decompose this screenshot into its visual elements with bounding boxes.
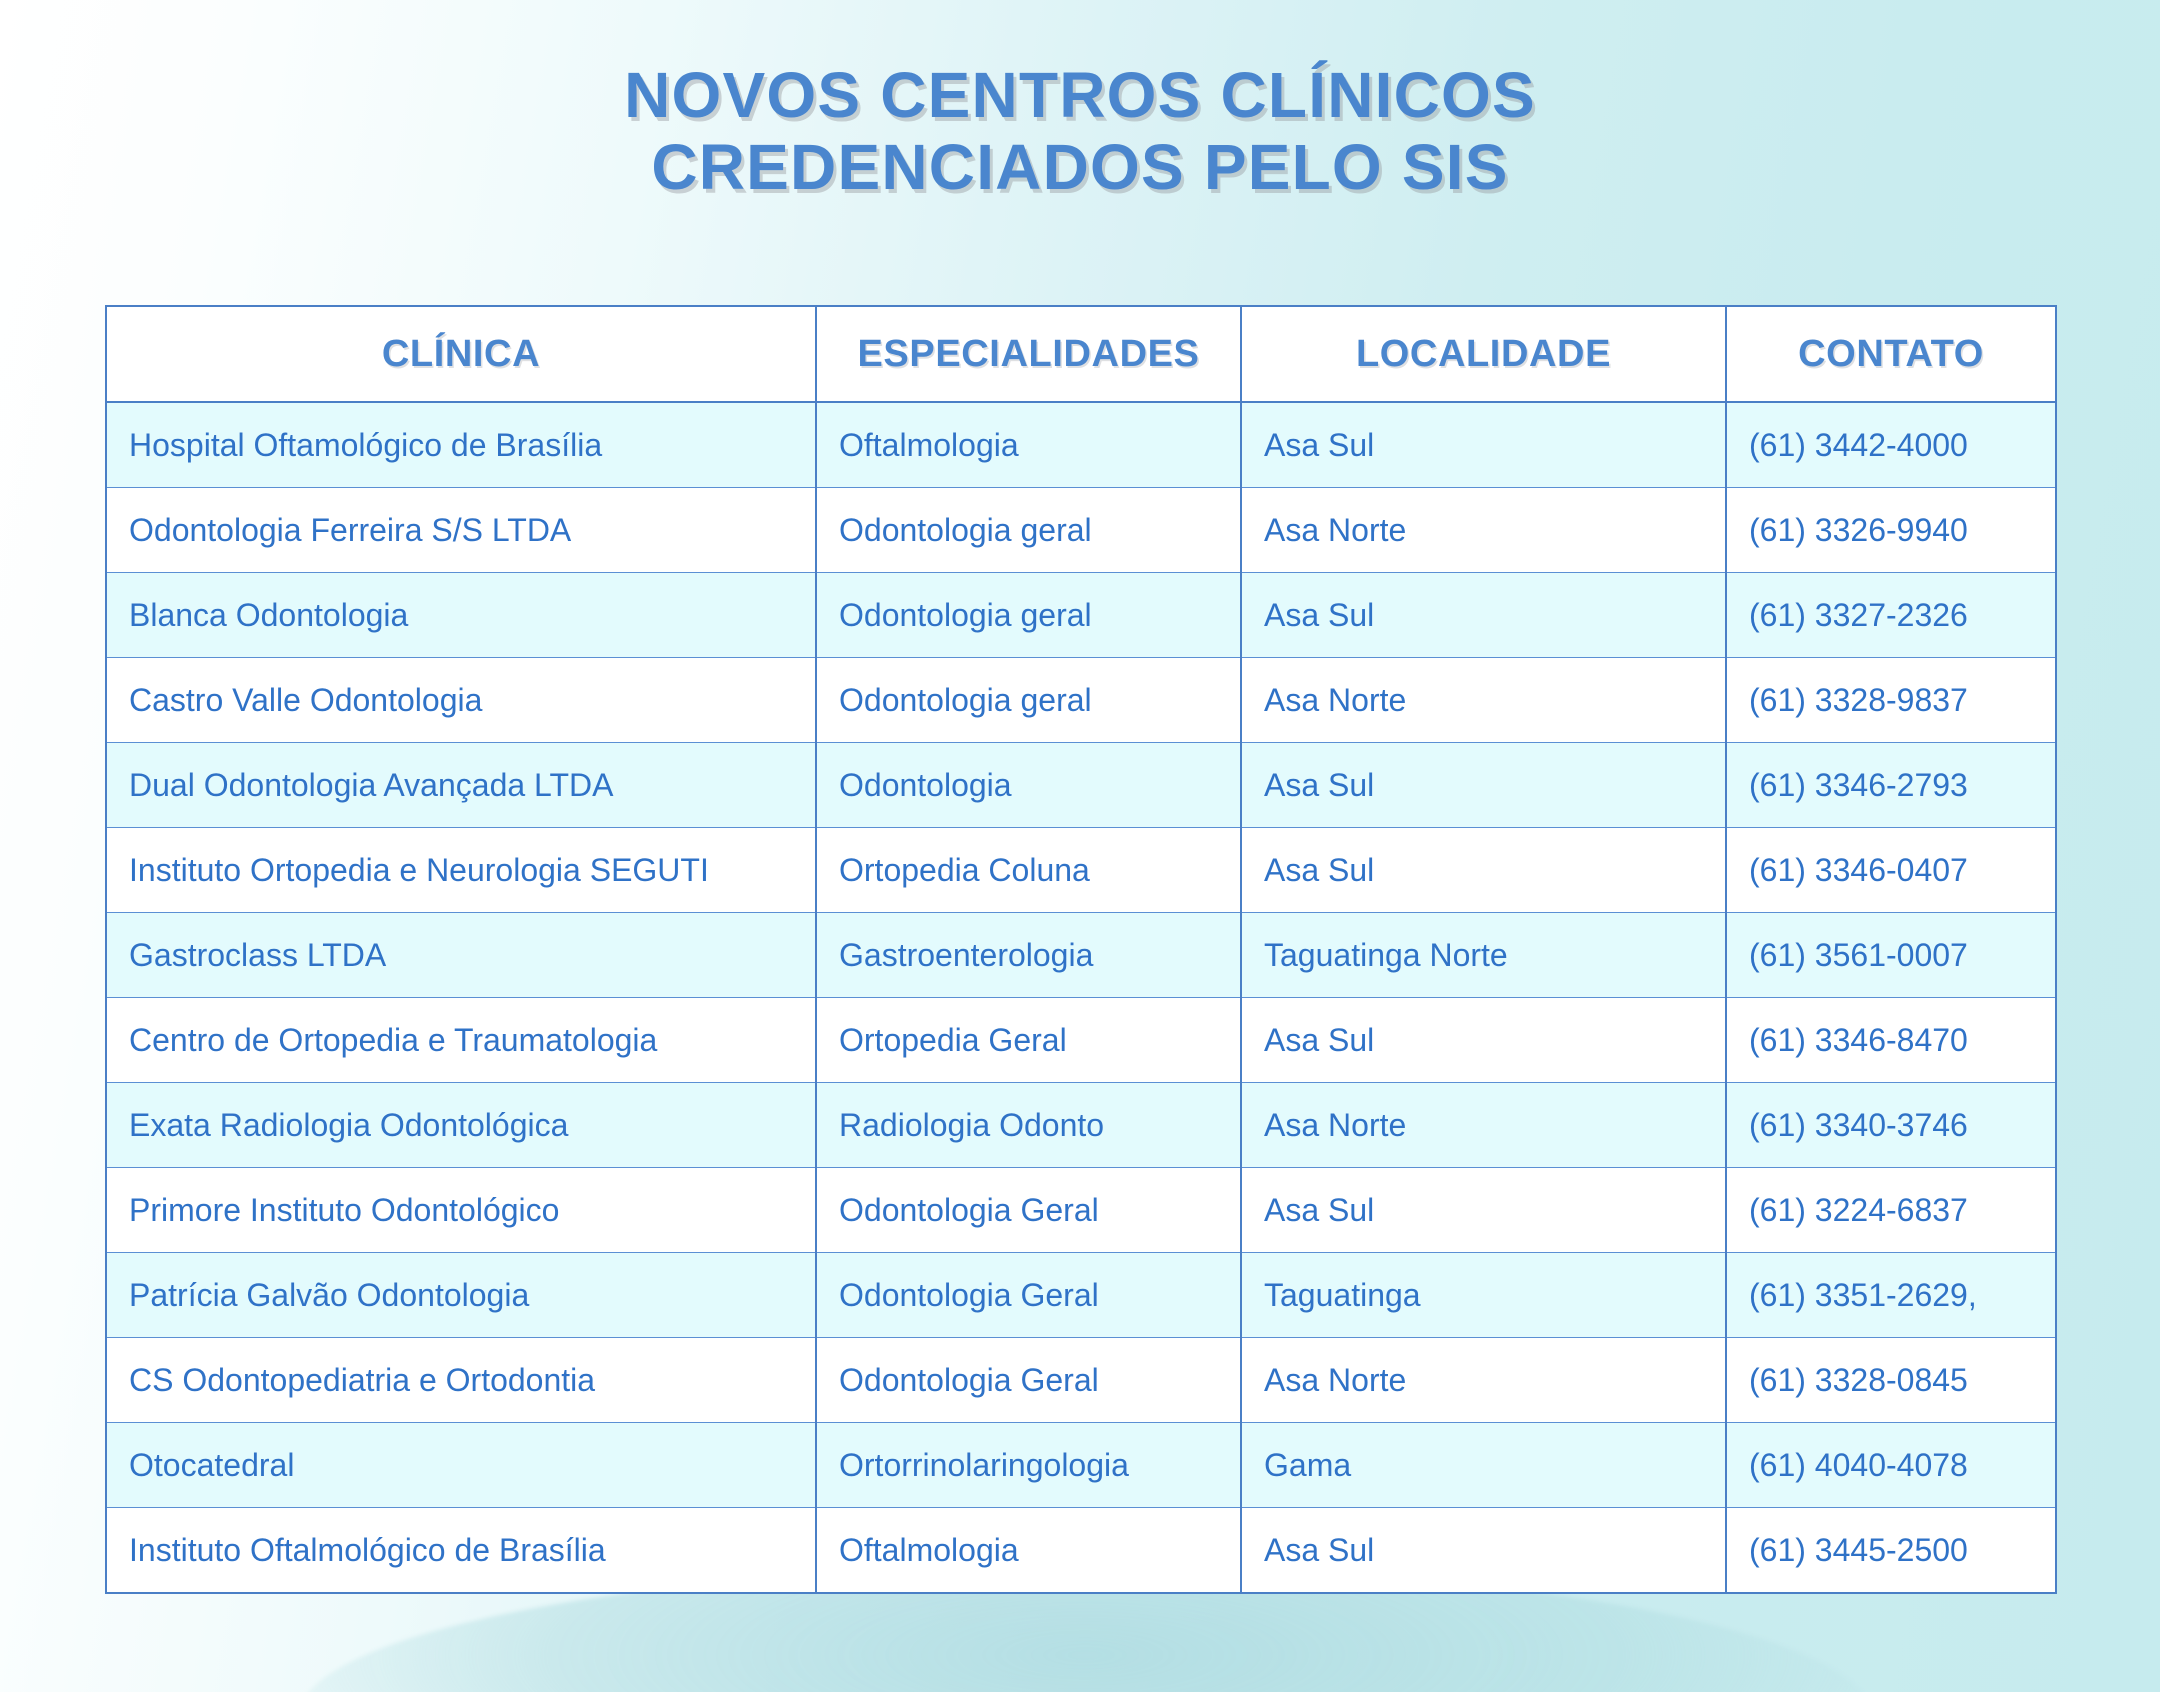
cell-clinica: Exata Radiologia Odontológica bbox=[106, 1082, 817, 1168]
cell-localidade: Asa Norte bbox=[1241, 487, 1727, 573]
column-header-especialidades: ESPECIALIDADES bbox=[816, 306, 1242, 403]
cell-contato: (61) 3346-8470 bbox=[1726, 997, 2056, 1083]
cell-especialidades: Ortopedia Coluna bbox=[816, 827, 1242, 913]
cell-localidade: Asa Sul bbox=[1241, 402, 1727, 488]
table-row: CS Odontopediatria e Ortodontia Odontolog… bbox=[106, 1337, 2056, 1423]
cell-contato: (61) 3346-0407 bbox=[1726, 827, 2056, 913]
cell-clinica: Instituto Oftalmológico de Brasília bbox=[106, 1507, 817, 1593]
cell-localidade: Asa Sul bbox=[1241, 742, 1727, 828]
cell-contato: (61) 3445-2500 bbox=[1726, 1507, 2056, 1593]
cell-especialidades: Odontologia geral bbox=[816, 572, 1242, 658]
cell-clinica: Patrícia Galvão Odontologia bbox=[106, 1252, 817, 1338]
cell-contato: (61) 3442-4000 bbox=[1726, 402, 2056, 488]
cell-clinica: Dual Odontologia Avançada LTDA bbox=[106, 742, 817, 828]
cell-especialidades: Odontologia geral bbox=[816, 657, 1242, 743]
cell-contato: (61) 3224-6837 bbox=[1726, 1167, 2056, 1253]
table-row: Centro de Ortopedia e Traumatologia Ortop… bbox=[106, 997, 2056, 1083]
table-row: Dual Odontologia Avançada LTDA Odontologi… bbox=[106, 742, 2056, 828]
cell-clinica: Instituto Ortopedia e Neurologia SEGUTI bbox=[106, 827, 817, 913]
cell-contato: (61) 3351-2629, bbox=[1726, 1252, 2056, 1338]
cell-localidade: Asa Sul bbox=[1241, 1167, 1727, 1253]
cell-clinica: Odontologia Ferreira S/S LTDA bbox=[106, 487, 817, 573]
cell-especialidades: Odontologia Geral bbox=[816, 1337, 1242, 1423]
cell-clinica: Castro Valle Odontologia bbox=[106, 657, 817, 743]
cell-especialidades: Ortopedia Geral bbox=[816, 997, 1242, 1083]
cell-especialidades: Odontologia bbox=[816, 742, 1242, 828]
title-line-2: CREDENCIADOS PELO SIS bbox=[651, 130, 1509, 203]
cell-localidade: Asa Sul bbox=[1241, 997, 1727, 1083]
table-row: Hospital Oftamológico de Brasília Oftalmo… bbox=[106, 402, 2056, 488]
cell-localidade: Asa Norte bbox=[1241, 1337, 1727, 1423]
cell-clinica: Gastroclass LTDA bbox=[106, 912, 817, 998]
table-row: Otocatedral Ortorrinolaringologia Gama (61)… bbox=[106, 1422, 2056, 1508]
cell-clinica: Hospital Oftamológico de Brasília bbox=[106, 402, 817, 488]
cell-clinica: Primore Instituto Odontológico bbox=[106, 1167, 817, 1253]
clinics-table: CLÍNICA ESPECIALIDADES LOCALIDADE CONTAT… bbox=[105, 305, 2057, 1594]
table-row: Instituto Ortopedia e Neurologia SEGUTI O… bbox=[106, 827, 2056, 913]
cell-especialidades: Odontologia Geral bbox=[816, 1167, 1242, 1253]
cell-localidade: Asa Sul bbox=[1241, 1507, 1727, 1593]
cell-contato: (61) 3346-2793 bbox=[1726, 742, 2056, 828]
cell-localidade: Taguatinga bbox=[1241, 1252, 1727, 1338]
cell-especialidades: Radiologia Odonto bbox=[816, 1082, 1242, 1168]
cell-especialidades: Oftalmologia bbox=[816, 1507, 1242, 1593]
clinics-table-container: CLÍNICA ESPECIALIDADES LOCALIDADE CONTAT… bbox=[105, 305, 2057, 1594]
cell-contato: (61) 3328-9837 bbox=[1726, 657, 2056, 743]
cell-localidade: Taguatinga Norte bbox=[1241, 912, 1727, 998]
table-header: CLÍNICA ESPECIALIDADES LOCALIDADE CONTAT… bbox=[106, 306, 2056, 403]
table-header-row: CLÍNICA ESPECIALIDADES LOCALIDADE CONTAT… bbox=[106, 306, 2056, 403]
cell-especialidades: Oftalmologia bbox=[816, 402, 1242, 488]
table-row: Castro Valle Odontologia Odontologia gera… bbox=[106, 657, 2056, 743]
cell-clinica: CS Odontopediatria e Ortodontia bbox=[106, 1337, 817, 1423]
cell-localidade: Asa Norte bbox=[1241, 657, 1727, 743]
cell-contato: (61) 3327-2326 bbox=[1726, 572, 2056, 658]
table-row: Exata Radiologia Odontológica Radiologia … bbox=[106, 1082, 2056, 1168]
table-row: Patrícia Galvão Odontologia Odontologia G… bbox=[106, 1252, 2056, 1338]
cell-clinica: Centro de Ortopedia e Traumatologia bbox=[106, 997, 817, 1083]
table-row: Blanca Odontologia Odontologia geral Asa S… bbox=[106, 572, 2056, 658]
table-row: Odontologia Ferreira S/S LTDA Odontologia… bbox=[106, 487, 2056, 573]
cell-contato: (61) 3328-0845 bbox=[1726, 1337, 2056, 1423]
cell-localidade: Asa Sul bbox=[1241, 827, 1727, 913]
cell-especialidades: Gastroenterologia bbox=[816, 912, 1242, 998]
page-title: NOVOS CENTROS CLÍNICOS CREDENCIADOS PELO… bbox=[0, 59, 2160, 203]
cell-especialidades: Odontologia Geral bbox=[816, 1252, 1242, 1338]
cell-contato: (61) 4040-4078 bbox=[1726, 1422, 2056, 1508]
column-header-clinica: CLÍNICA bbox=[106, 306, 817, 403]
cell-especialidades: Ortorrinolaringologia bbox=[816, 1422, 1242, 1508]
cell-clinica: Blanca Odontologia bbox=[106, 572, 817, 658]
table-row: Instituto Oftalmológico de Brasília Oftal… bbox=[106, 1507, 2056, 1593]
column-header-contato: CONTATO bbox=[1726, 306, 2056, 403]
cell-localidade: Gama bbox=[1241, 1422, 1727, 1508]
cell-localidade: Asa Sul bbox=[1241, 572, 1727, 658]
cell-contato: (61) 3561-0007 bbox=[1726, 912, 2056, 998]
title-line-1: NOVOS CENTROS CLÍNICOS bbox=[624, 59, 1536, 131]
table-body: Hospital Oftamológico de Brasília Oftalmo… bbox=[106, 402, 2056, 1593]
table-row: Gastroclass LTDA Gastroenterologia Taguati… bbox=[106, 912, 2056, 998]
table-row: Primore Instituto Odontológico Odontologi… bbox=[106, 1167, 2056, 1253]
cell-contato: (61) 3340-3746 bbox=[1726, 1082, 2056, 1168]
cell-especialidades: Odontologia geral bbox=[816, 487, 1242, 573]
cell-localidade: Asa Norte bbox=[1241, 1082, 1727, 1168]
column-header-localidade: LOCALIDADE bbox=[1241, 306, 1727, 403]
cell-clinica: Otocatedral bbox=[106, 1422, 817, 1508]
cell-contato: (61) 3326-9940 bbox=[1726, 487, 2056, 573]
